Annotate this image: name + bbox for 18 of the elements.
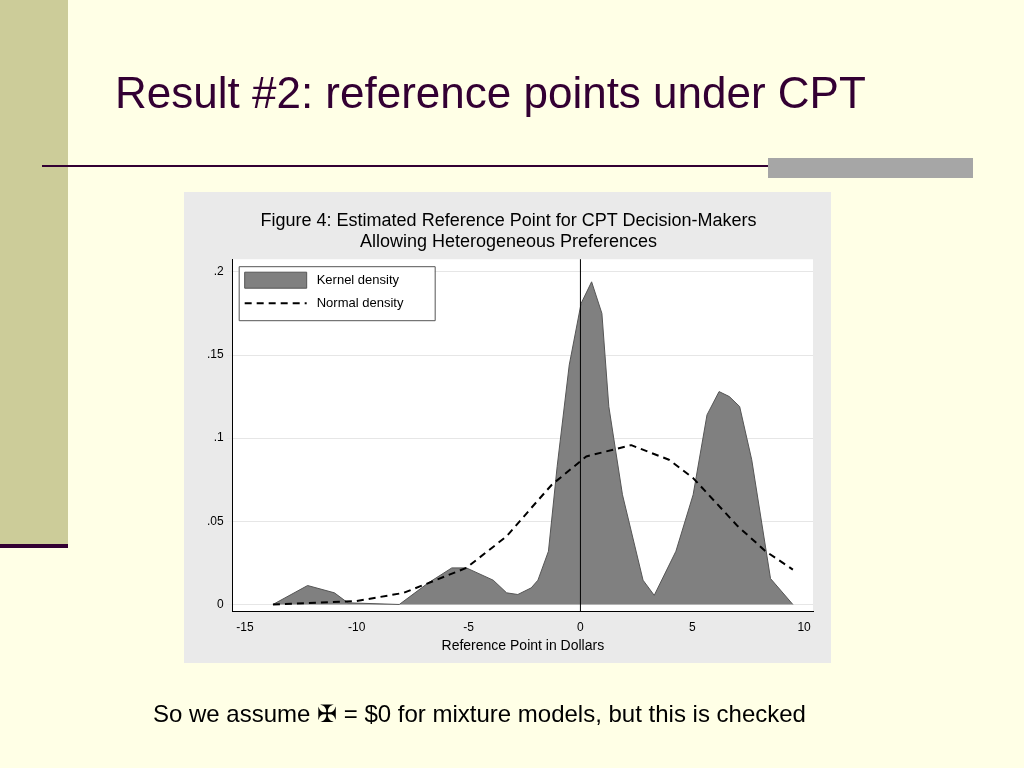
text: So we assume ✠ = $0 for mixture models, but this is checked — [153, 700, 806, 728]
y-tick-label: .1 — [213, 430, 224, 445]
x-tick-label: 5 — [688, 620, 696, 635]
y-tick-label: 0 — [216, 596, 224, 611]
x-tick-label: -15 — [236, 620, 254, 635]
chart-title: Figure 4: Estimated Reference Point for CPT Decision-Makers — [260, 209, 757, 230]
x-tick-label: -10 — [348, 620, 366, 635]
chart-subtitle: Allowing Heterogeneous Preferences — [359, 231, 658, 252]
legend-label: Normal density — [316, 294, 404, 310]
y-tick-label: .05 — [206, 513, 224, 528]
legend-label: Kernel density — [316, 271, 400, 287]
text: Result #2: reference points under CPT — [115, 68, 866, 118]
x-tick-label: 0 — [577, 620, 585, 635]
x-tick-label: 10 — [797, 620, 812, 635]
x-axis-title: Reference Point in Dollars — [441, 637, 605, 654]
y-tick-label: .15 — [206, 347, 224, 362]
y-tick-label: .2 — [213, 264, 224, 279]
x-tick-label: -5 — [463, 620, 475, 635]
